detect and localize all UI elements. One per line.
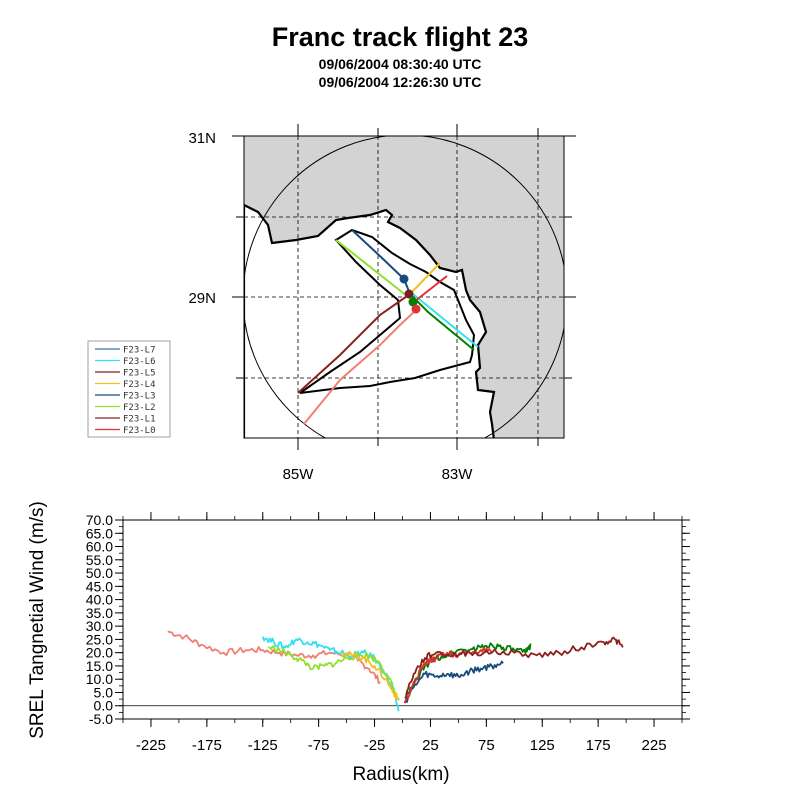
legend-label-3: F23-L4 <box>123 380 156 390</box>
x-tick-label: 125 <box>530 737 555 754</box>
y-tick-label: 70.0 <box>86 512 113 528</box>
lat-label-31n: 31N <box>188 130 216 147</box>
y-tick-label: 60.0 <box>86 539 113 555</box>
y-tick-label: 10.0 <box>86 671 113 687</box>
legend-label-4: F23-L3 <box>123 392 156 402</box>
legend-label-5: F23-L2 <box>123 403 156 413</box>
x-tick-label: -75 <box>308 737 330 754</box>
series-line-f23-l2 <box>268 645 398 696</box>
legend-box <box>87 340 171 438</box>
y-tick-label: 20.0 <box>86 645 113 661</box>
y-tick-label: 30.0 <box>86 618 113 634</box>
y-tick-label: 25.0 <box>86 631 113 647</box>
legend-label-1: F23-L6 <box>123 357 156 367</box>
chart-series <box>167 630 624 712</box>
map-coast-inner <box>299 228 476 394</box>
chart-title: Franc track flight 23 <box>271 22 529 52</box>
map-panel: 31N 29N 85W 83W <box>188 124 576 483</box>
x-axis-label: Radius(km) <box>352 764 449 785</box>
track-l0 <box>303 309 417 425</box>
center-marker-l3 <box>399 274 409 284</box>
start-time: 09/06/2004 08:30:40 UTC <box>318 56 482 72</box>
track-l6 <box>407 289 479 348</box>
x-tick-label: -125 <box>248 737 278 754</box>
center-marker-l7 <box>408 297 418 307</box>
y-tick-label: 5.0 <box>94 684 114 700</box>
x-tick-label: -225 <box>136 737 166 754</box>
legend-label-2: F23-L5 <box>123 369 156 379</box>
y-tick-label: 55.0 <box>86 552 113 568</box>
map-grid <box>244 136 564 438</box>
map-frame <box>243 135 565 439</box>
y-tick-label: 45.0 <box>86 578 113 594</box>
legend-label-7: F23-L0 <box>123 426 156 436</box>
center-marker-l1 <box>404 289 414 299</box>
series-line-f23-l0 <box>167 630 381 685</box>
series-line-f23-l4 <box>340 650 400 701</box>
legend-label-0: F23-L7 <box>123 346 156 356</box>
legend-label-6: F23-L1 <box>123 415 156 425</box>
end-time: 09/06/2004 12:26:30 UTC <box>318 74 482 90</box>
track-l1 <box>297 293 411 394</box>
y-tick-label: 15.0 <box>86 658 113 674</box>
series-line-f23-l3 <box>403 660 504 704</box>
x-tick-label: 75 <box>478 737 495 754</box>
y-tick-label: 65.0 <box>86 525 113 541</box>
chart-ticks <box>115 512 690 727</box>
x-tick-label: 225 <box>642 737 667 754</box>
series-line-f23-l0r <box>403 646 493 704</box>
wind-chart: -225 -175 -125 -75 -25 25 75 125 175 225 -5.00.05.… <box>27 501 690 785</box>
series-line-f23-l6 <box>261 636 400 712</box>
map-land <box>244 203 496 438</box>
x-tick-label: 175 <box>586 737 611 754</box>
track-l4 <box>409 262 441 295</box>
y-axis-label: SREL Tangnetial Wind (m/s) <box>27 501 48 739</box>
plot-frame <box>122 519 683 720</box>
track-l2 <box>335 239 413 301</box>
x-tick-label: -175 <box>192 737 222 754</box>
y-tick-label: 50.0 <box>86 565 113 581</box>
y-tick-label: -5.0 <box>89 711 113 727</box>
x-tick-label: 25 <box>422 737 439 754</box>
series-line-f23-l1 <box>404 636 624 699</box>
x-tick-label: -25 <box>364 737 386 754</box>
center-marker-l0 <box>411 304 421 314</box>
y-tick-label: 40.0 <box>86 592 113 608</box>
series-line-f23-l7 <box>404 642 532 702</box>
lon-label-85w: 85W <box>283 466 315 483</box>
lat-label-29n: 29N <box>188 290 216 307</box>
y-tick-label: 0.0 <box>94 698 114 714</box>
lon-label-83w: 83W <box>442 466 474 483</box>
flight-tracks <box>297 229 479 425</box>
track-l3 <box>351 229 411 295</box>
map-ticks <box>232 124 576 450</box>
chart-tick-labels: -225 -175 -125 -75 -25 25 75 125 175 225 -5.00.05.… <box>86 512 667 754</box>
y-tick-label: 35.0 <box>86 605 113 621</box>
